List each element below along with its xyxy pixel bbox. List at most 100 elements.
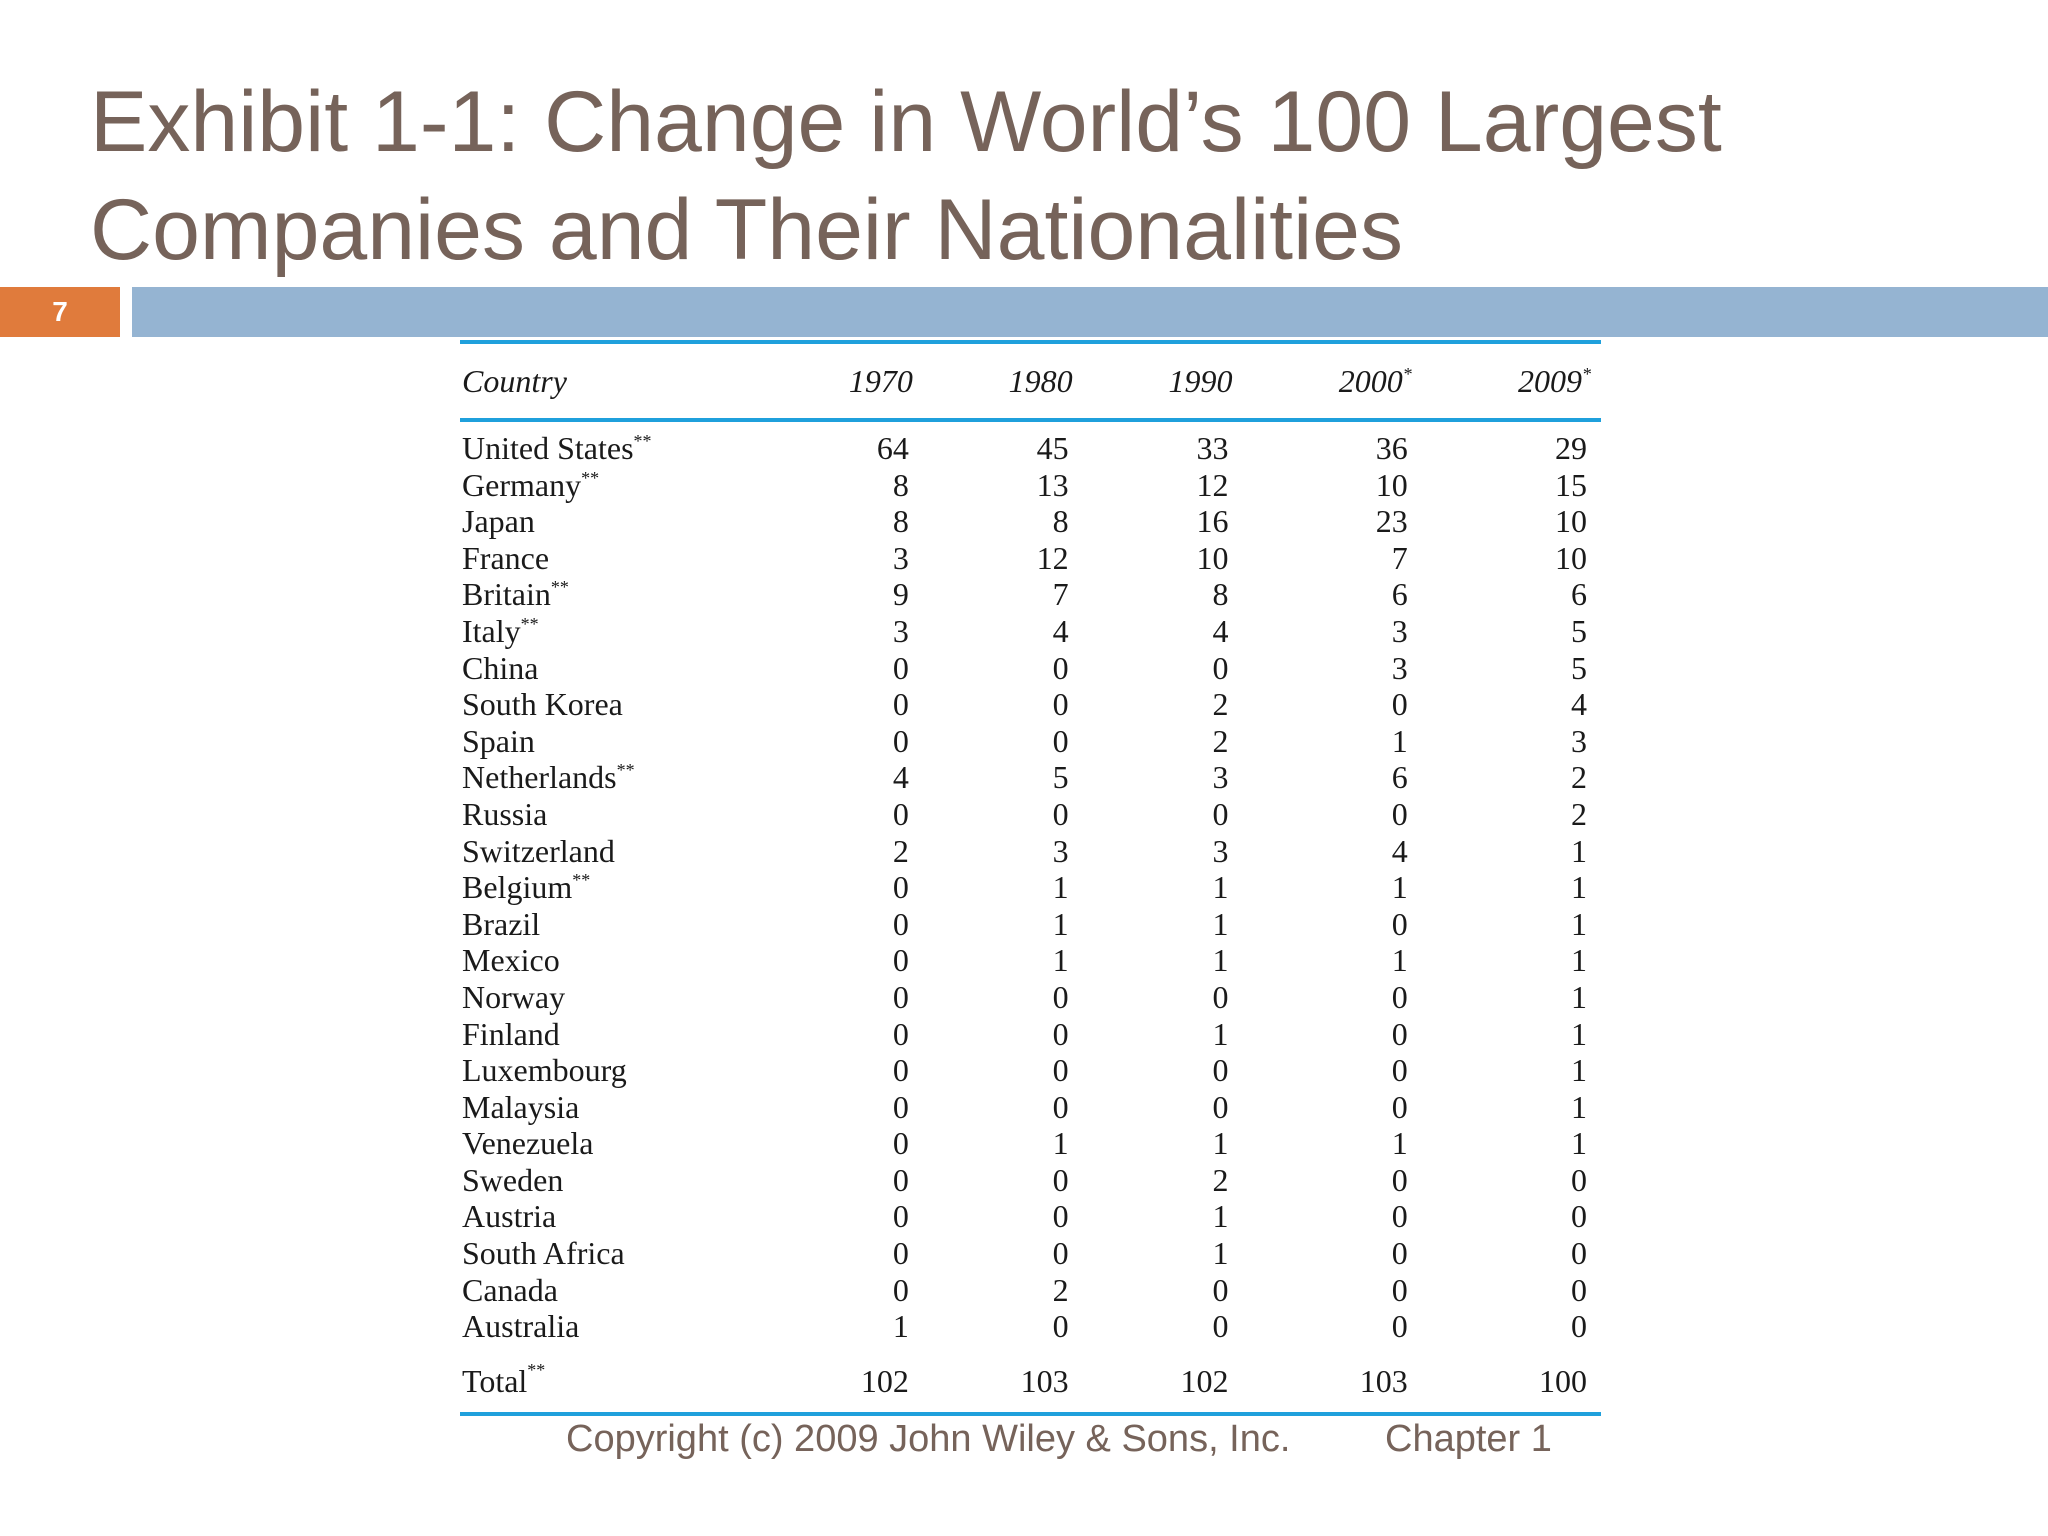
value-cell: 10 bbox=[1375, 466, 1408, 503]
country-cell: Austria bbox=[462, 1198, 557, 1235]
value-cell: 0 bbox=[1052, 1052, 1069, 1089]
value-cell: 5 bbox=[1571, 649, 1587, 686]
country-cell: France bbox=[462, 539, 550, 576]
title-divider-bar bbox=[132, 287, 2048, 337]
value-cell: 6 bbox=[1571, 576, 1587, 613]
value-cell: 8 bbox=[892, 503, 909, 540]
country-cell: Germany** bbox=[462, 466, 600, 503]
value-cell: 1 bbox=[1571, 1088, 1587, 1125]
value-cell: 0 bbox=[1052, 795, 1069, 832]
value-cell: 4 bbox=[1571, 686, 1587, 723]
value-cell: 0 bbox=[892, 942, 909, 979]
table-row: Malaysia 0 0 0 0 1 bbox=[460, 1089, 1601, 1126]
value-cell: 5 bbox=[1571, 612, 1587, 649]
value-cell: 0 bbox=[892, 1125, 909, 1162]
value-cell: 1 bbox=[892, 1308, 909, 1345]
country-cell: Russia bbox=[462, 795, 548, 832]
value-cell: 0 bbox=[892, 869, 909, 906]
value-cell: 8 bbox=[1212, 576, 1229, 613]
value-cell: 0 bbox=[892, 1235, 909, 1272]
value-cell: 3 bbox=[1212, 759, 1229, 796]
value-cell: 0 bbox=[1391, 1052, 1408, 1089]
value-cell: 0 bbox=[1391, 978, 1408, 1015]
value-cell: 2 bbox=[1571, 759, 1587, 796]
value-cell: 0 bbox=[1052, 686, 1069, 723]
total-value-cell: 102 bbox=[1082, 1344, 1243, 1416]
footnote-mark: ** bbox=[616, 760, 635, 781]
value-cell: 0 bbox=[1212, 649, 1229, 686]
value-cell: 0 bbox=[892, 1015, 909, 1052]
country-cell: Switzerland bbox=[462, 832, 615, 869]
value-cell: 29 bbox=[1555, 430, 1587, 466]
value-cell: 0 bbox=[1571, 1161, 1587, 1198]
value-cell: 33 bbox=[1196, 430, 1229, 466]
value-cell: 3 bbox=[1391, 612, 1408, 649]
value-cell: 0 bbox=[892, 1088, 909, 1125]
value-cell: 0 bbox=[1212, 978, 1229, 1015]
table-row: Switzerland 2 3 3 4 1 bbox=[460, 833, 1601, 870]
table-row: Belgium** 0 1 1 1 1 bbox=[460, 869, 1601, 906]
country-cell: Canada bbox=[462, 1271, 558, 1308]
value-cell: 0 bbox=[1052, 1088, 1069, 1125]
value-cell: 1 bbox=[1212, 1198, 1229, 1235]
country-cell: Japan bbox=[462, 503, 535, 540]
header-year: 1990 bbox=[1082, 340, 1243, 422]
value-cell: 1 bbox=[1212, 1235, 1229, 1272]
value-cell: 1 bbox=[1571, 905, 1587, 942]
footnote-mark: * bbox=[1402, 363, 1412, 384]
table-row: Britain** 9 7 8 6 6 bbox=[460, 576, 1601, 613]
total-value-cell: 103 bbox=[922, 1344, 1083, 1416]
value-cell: 2 bbox=[1212, 686, 1229, 723]
country-cell: United States** bbox=[462, 430, 652, 466]
value-cell: 0 bbox=[1391, 1235, 1408, 1272]
table-row: South Korea 0 0 2 0 4 bbox=[460, 686, 1601, 723]
value-cell: 0 bbox=[1391, 1271, 1408, 1308]
table-total-row: Total** 102 103 102 103 100 bbox=[460, 1344, 1601, 1416]
header-country: Country bbox=[460, 340, 763, 422]
value-cell: 0 bbox=[1571, 1235, 1587, 1272]
value-cell: 3 bbox=[892, 539, 909, 576]
value-cell: 1 bbox=[1391, 722, 1408, 759]
value-cell: 12 bbox=[1196, 466, 1229, 503]
value-cell: 64 bbox=[876, 430, 909, 466]
value-cell: 0 bbox=[1052, 1308, 1069, 1345]
value-cell: 1 bbox=[1212, 869, 1229, 906]
total-label-cell: Total** bbox=[460, 1344, 763, 1416]
value-cell: 3 bbox=[892, 612, 909, 649]
value-cell: 0 bbox=[1391, 1088, 1408, 1125]
value-cell: 0 bbox=[1571, 1308, 1587, 1345]
value-cell: 10 bbox=[1555, 503, 1587, 540]
table-row: Russia 0 0 0 0 2 bbox=[460, 796, 1601, 833]
table-row: Norway 0 0 0 0 1 bbox=[460, 979, 1601, 1016]
value-cell: 0 bbox=[892, 795, 909, 832]
country-cell: Norway bbox=[462, 978, 566, 1015]
slide-title-line-2: Companies and Their Nationalities bbox=[90, 182, 1404, 278]
value-cell: 1 bbox=[1571, 1052, 1587, 1089]
value-cell: 0 bbox=[1052, 978, 1069, 1015]
table-header-row: Country 1970 1980 1990 2000* 2009* bbox=[460, 340, 1601, 422]
value-cell: 23 bbox=[1375, 503, 1408, 540]
header-year: 2009* bbox=[1421, 340, 1601, 422]
value-cell: 0 bbox=[1391, 1198, 1408, 1235]
table-row: United States** 64 45 33 36 29 bbox=[460, 420, 1601, 467]
value-cell: 1 bbox=[1571, 832, 1587, 869]
value-cell: 0 bbox=[892, 649, 909, 686]
total-value-cell: 103 bbox=[1242, 1344, 1422, 1416]
table-row: Austria 0 0 1 0 0 bbox=[460, 1198, 1601, 1235]
value-cell: 0 bbox=[1571, 1198, 1587, 1235]
exhibit-table: Country 1970 1980 1990 2000* 2009* Unite… bbox=[460, 340, 1601, 1416]
table-row: Sweden 0 0 2 0 0 bbox=[460, 1162, 1601, 1199]
value-cell: 1 bbox=[1571, 942, 1587, 979]
value-cell: 2 bbox=[892, 832, 909, 869]
country-cell: Australia bbox=[462, 1308, 580, 1345]
value-cell: 6 bbox=[1391, 576, 1408, 613]
table-row: Spain 0 0 2 1 3 bbox=[460, 723, 1601, 760]
value-cell: 1 bbox=[1571, 1015, 1587, 1052]
table-row: Brazil 0 1 1 0 1 bbox=[460, 906, 1601, 943]
footnote-mark: ** bbox=[527, 1359, 546, 1380]
value-cell: 0 bbox=[1212, 1271, 1229, 1308]
value-cell: 10 bbox=[1196, 539, 1229, 576]
value-cell: 0 bbox=[892, 1271, 909, 1308]
value-cell: 8 bbox=[892, 466, 909, 503]
table-row: Germany** 8 13 12 10 15 bbox=[460, 467, 1601, 504]
